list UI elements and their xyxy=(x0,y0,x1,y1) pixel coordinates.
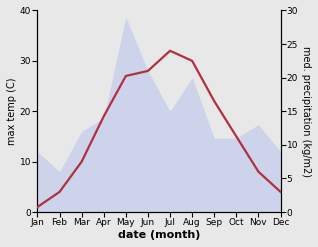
Y-axis label: max temp (C): max temp (C) xyxy=(7,78,17,145)
X-axis label: date (month): date (month) xyxy=(118,230,200,240)
Y-axis label: med. precipitation (kg/m2): med. precipitation (kg/m2) xyxy=(301,46,311,177)
